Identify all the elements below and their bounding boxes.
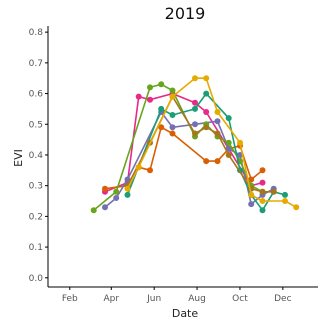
data-point [124, 185, 131, 192]
data-point [293, 204, 300, 211]
data-point [169, 93, 176, 100]
data-point [203, 90, 210, 97]
x-axis-title: Date [172, 307, 199, 320]
x-tick-label: Oct [232, 294, 248, 304]
data-point [259, 198, 266, 204]
data-point [203, 158, 210, 165]
data-point [158, 124, 165, 131]
data-point [270, 188, 277, 195]
data-point [214, 109, 221, 115]
data-point [135, 164, 142, 171]
x-tick-label: Feb [62, 294, 78, 304]
data-point [225, 139, 232, 146]
data-point [135, 93, 142, 100]
data-point [203, 109, 210, 115]
data-point [259, 207, 266, 214]
data-point [169, 87, 176, 94]
data-point [147, 84, 153, 91]
data-point [259, 188, 266, 195]
x-tick-label: Apr [103, 294, 119, 304]
data-point [124, 191, 131, 198]
data-point [248, 191, 255, 198]
y-tick-label: 0.1 [29, 243, 43, 253]
plot-area [90, 75, 300, 214]
data-point [113, 188, 120, 195]
series-7 [124, 75, 300, 211]
data-point [158, 81, 165, 88]
y-tick-label: 0.8 [29, 28, 44, 38]
data-point [237, 139, 243, 146]
data-point [169, 112, 176, 118]
y-axis-title: EVI [12, 149, 25, 167]
x-axis-ticks: Feb Apr Jun Aug Oct Dec [62, 287, 292, 304]
data-point [192, 130, 198, 137]
data-point [225, 115, 232, 122]
data-point [282, 198, 288, 204]
y-axis-ticks: 0.0 0.1 0.2 0.3 0.4 0.5 0.6 0.7 0.8 [29, 28, 48, 284]
y-tick-label: 0.7 [29, 59, 43, 69]
data-point [214, 118, 221, 125]
data-point [169, 124, 176, 131]
data-point [282, 191, 288, 198]
data-point [203, 124, 210, 131]
data-point [259, 167, 266, 174]
y-tick-label: 0.5 [29, 120, 43, 130]
data-point [214, 130, 221, 137]
data-point [90, 207, 97, 214]
data-point [192, 75, 198, 82]
data-point [225, 152, 232, 158]
y-tick-label: 0.4 [29, 151, 44, 161]
data-point [158, 105, 165, 112]
chart-title: 2019 [165, 4, 206, 23]
y-tick-label: 0.2 [29, 212, 43, 222]
x-tick-label: Aug [188, 294, 206, 304]
data-point [203, 75, 210, 82]
data-point [192, 121, 198, 128]
data-point [102, 185, 108, 192]
y-tick-label: 0.3 [29, 182, 43, 192]
data-point [248, 201, 255, 208]
data-point [113, 195, 120, 201]
data-point [102, 204, 108, 211]
data-point [259, 179, 266, 186]
data-point [124, 176, 131, 183]
data-point [147, 167, 153, 174]
x-tick-label: Jun [146, 294, 161, 304]
data-point [214, 158, 221, 165]
data-point [225, 145, 232, 152]
data-point [192, 105, 198, 112]
y-tick-label: 0.0 [29, 274, 44, 284]
y-tick-label: 0.6 [29, 90, 44, 100]
data-point [147, 96, 153, 103]
data-point [192, 99, 198, 106]
x-tick-label: Dec [274, 294, 291, 304]
data-point [169, 130, 176, 137]
